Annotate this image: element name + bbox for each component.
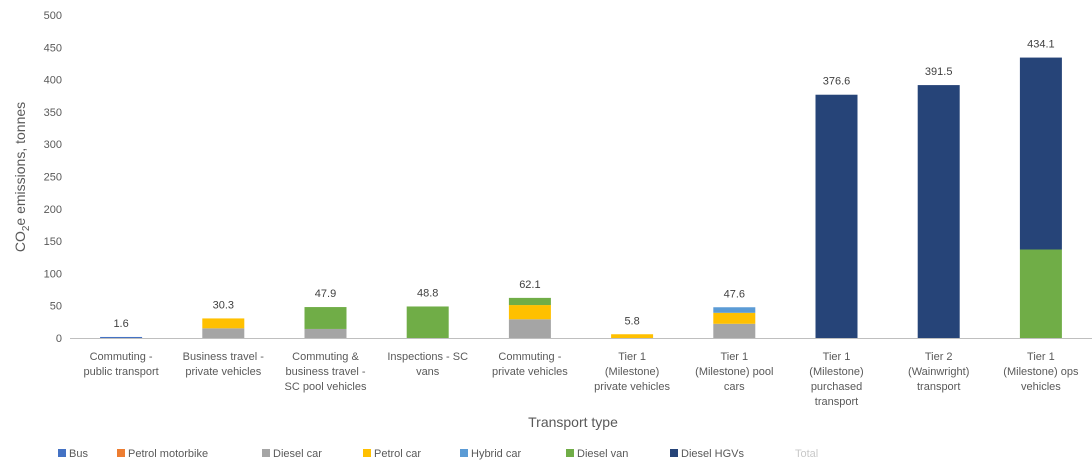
y-tick-label: 0 — [56, 333, 62, 345]
total-data-label: 62.1 — [519, 279, 540, 291]
total-data-label: 48.8 — [417, 287, 438, 299]
x-tick-label: Tier 1 (Milestone) ops vehicles — [1003, 351, 1079, 393]
legend-swatch — [58, 449, 66, 457]
bar-segment-diesel-van — [1019, 249, 1062, 338]
legend-swatch — [117, 449, 125, 457]
total-data-label: 5.8 — [624, 315, 639, 327]
y-tick-label: 350 — [44, 107, 62, 119]
legend-label: Diesel HGVs — [681, 448, 744, 460]
legend-label: Bus — [69, 448, 88, 460]
total-data-label: 47.9 — [315, 288, 336, 300]
x-tick-label: Commuting -public transport — [83, 351, 158, 378]
bar-segment-diesel-car — [508, 319, 551, 338]
total-data-label: 47.6 — [724, 288, 745, 300]
total-data-label: 434.1 — [1027, 39, 1055, 51]
bar-segment-hybrid-car — [713, 307, 756, 313]
total-data-label: 376.6 — [823, 76, 851, 88]
legend-item-diesel-car: Diesel car — [262, 448, 322, 460]
bar-segment-bus — [100, 336, 143, 338]
legend-item-petrol-motorbike: Petrol motorbike — [117, 448, 208, 460]
x-tick-label: Tier 1 (Milestone) purchased transport — [809, 351, 863, 408]
legend-swatch — [363, 449, 371, 457]
bar-segment-petrol-car — [611, 334, 654, 338]
total-data-label: 391.5 — [925, 66, 953, 78]
y-tick-label: 200 — [44, 204, 62, 216]
x-tick-label: Commuting & business travel -SC pool vehi… — [285, 351, 367, 393]
y-tick-label: 100 — [44, 268, 62, 280]
legend-swatch — [670, 449, 678, 457]
legend-swatch — [262, 449, 270, 457]
bar-segment-petrol-car — [508, 305, 551, 320]
x-tick-label: Tier 1 (Milestone) pool cars — [695, 351, 773, 393]
y-tick-label: 400 — [44, 75, 62, 87]
bars — [100, 57, 1062, 338]
x-tick-label: Commuting -private vehicles — [492, 351, 568, 378]
legend-swatch — [460, 449, 468, 457]
bar-segment-diesel-car — [202, 328, 245, 338]
legend-item-diesel-hgvs: Diesel HGVs — [670, 448, 744, 460]
y-tick-label: 450 — [44, 42, 62, 54]
legend-swatch — [566, 449, 574, 457]
total-labels: 1.6 30.3 47.9 48.8 62.1 5.8 47.6 376.6 391.5 434.… — [113, 39, 1054, 330]
y-tick-label: 150 — [44, 236, 62, 248]
legend-item-total: Total — [795, 448, 818, 460]
y-tick-label: 500 — [44, 10, 62, 22]
legend-label: Petrol car — [374, 448, 421, 460]
bar-segment-diesel-van — [406, 306, 449, 338]
bar-segment-petrol-car — [202, 318, 245, 329]
legend-label: Hybrid car — [471, 448, 521, 460]
y-tick-label: 300 — [44, 139, 62, 151]
total-data-label: 30.3 — [213, 299, 234, 311]
total-data-label: 1.6 — [113, 318, 128, 330]
legend-item-diesel-van: Diesel van — [566, 448, 628, 460]
bar-segment-diesel-van — [304, 307, 347, 329]
bar-segment-petrol-car — [713, 312, 756, 324]
x-tick-label: Business travel -private vehicles — [183, 351, 265, 378]
bar-segment-diesel-car — [713, 323, 756, 338]
y-axis-ticks: 0 50 100 150 200 250 300 350 400 450 500 — [44, 10, 62, 345]
legend-item-bus: Bus — [58, 448, 88, 460]
legend-item-petrol-car: Petrol car — [363, 448, 421, 460]
x-axis-title: Transport type — [528, 414, 618, 430]
legend-label: Diesel van — [577, 448, 628, 460]
bar-segment-diesel-car — [304, 328, 347, 338]
x-tick-label: Inspections - SC vans — [387, 351, 468, 378]
bar-segment-diesel-hgvs — [815, 94, 858, 338]
x-tick-label: Tier 1 (Milestone) private vehicles — [594, 351, 670, 393]
y-axis-title: CO2e emissions, tonnes — [12, 102, 32, 252]
bar-segment-diesel-hgvs — [917, 85, 960, 338]
x-tick-label: Tier 2 (Wainwright) transport — [908, 351, 969, 393]
legend: Bus Petrol motorbike Diesel car Petrol car H… — [58, 448, 818, 460]
bar-segment-diesel-van — [508, 297, 551, 306]
legend-item-hybrid-car: Hybrid car — [460, 448, 521, 460]
x-axis-ticks: Commuting -public transport Business trav… — [83, 351, 1079, 408]
legend-label: Total — [795, 448, 818, 460]
y-tick-label: 50 — [50, 301, 62, 313]
legend-label: Petrol motorbike — [128, 448, 208, 460]
y-tick-label: 250 — [44, 172, 62, 184]
legend-label: Diesel car — [273, 448, 322, 460]
bar-segment-diesel-hgvs — [1019, 57, 1062, 250]
